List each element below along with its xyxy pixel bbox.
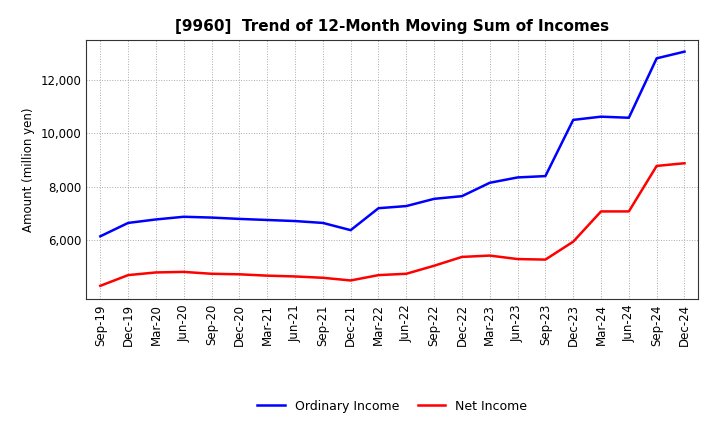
Ordinary Income <box>541 173 550 179</box>
Ordinary Income <box>458 194 467 199</box>
Ordinary Income <box>179 214 188 220</box>
Net Income <box>569 239 577 244</box>
Net Income <box>179 269 188 275</box>
Ordinary Income <box>624 115 633 121</box>
Ordinary Income <box>96 234 104 239</box>
Ordinary Income <box>318 220 327 226</box>
Net Income <box>652 163 661 169</box>
Ordinary Income <box>346 227 355 233</box>
Ordinary Income <box>569 117 577 122</box>
Line: Net Income: Net Income <box>100 163 685 286</box>
Net Income <box>152 270 161 275</box>
Ordinary Income <box>680 49 689 54</box>
Ordinary Income <box>207 215 216 220</box>
Net Income <box>374 272 383 278</box>
Line: Ordinary Income: Ordinary Income <box>100 51 685 236</box>
Net Income <box>597 209 606 214</box>
Y-axis label: Amount (million yen): Amount (million yen) <box>22 107 35 231</box>
Net Income <box>680 161 689 166</box>
Net Income <box>346 278 355 283</box>
Net Income <box>485 253 494 258</box>
Net Income <box>124 272 132 278</box>
Net Income <box>263 273 271 278</box>
Ordinary Income <box>124 220 132 226</box>
Ordinary Income <box>374 205 383 211</box>
Ordinary Income <box>513 175 522 180</box>
Net Income <box>513 257 522 262</box>
Net Income <box>318 275 327 280</box>
Ordinary Income <box>152 217 161 222</box>
Legend: Ordinary Income, Net Income: Ordinary Income, Net Income <box>252 395 533 418</box>
Ordinary Income <box>291 218 300 224</box>
Net Income <box>96 283 104 289</box>
Title: [9960]  Trend of 12-Month Moving Sum of Incomes: [9960] Trend of 12-Month Moving Sum of I… <box>176 19 609 34</box>
Ordinary Income <box>597 114 606 119</box>
Ordinary Income <box>263 217 271 223</box>
Net Income <box>430 263 438 268</box>
Net Income <box>291 274 300 279</box>
Ordinary Income <box>235 216 243 222</box>
Net Income <box>458 254 467 260</box>
Net Income <box>235 271 243 277</box>
Ordinary Income <box>485 180 494 185</box>
Net Income <box>402 271 410 276</box>
Ordinary Income <box>402 203 410 209</box>
Ordinary Income <box>430 196 438 202</box>
Ordinary Income <box>652 56 661 61</box>
Net Income <box>207 271 216 276</box>
Net Income <box>624 209 633 214</box>
Net Income <box>541 257 550 262</box>
